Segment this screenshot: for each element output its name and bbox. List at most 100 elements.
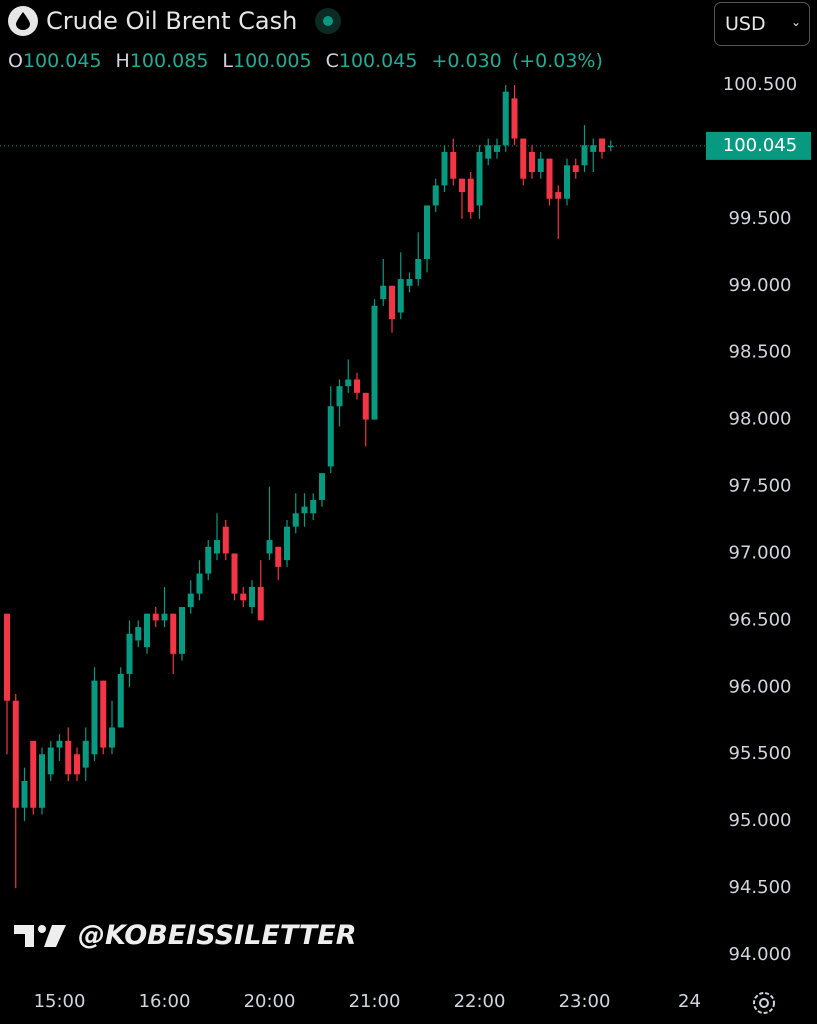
ohlc-value: 100.045 — [22, 50, 102, 72]
ohlc-label: L — [222, 50, 234, 72]
candle-body — [144, 613, 150, 648]
ohlc-value: 100.045 — [338, 50, 418, 72]
candle-body — [564, 165, 570, 199]
candle-body — [56, 740, 63, 748]
currency-label: USD — [725, 13, 766, 35]
currency-select[interactable]: USD ⌄ — [714, 2, 810, 46]
candle-body — [170, 613, 177, 654]
ohlc-label: O — [8, 50, 23, 72]
watermark-text: @KOBEISSILETTER — [78, 920, 357, 951]
candle-body — [179, 607, 185, 654]
candle-body — [30, 740, 37, 808]
last-price-tag — [706, 131, 811, 160]
candle-body — [450, 151, 457, 179]
y-tick-label: 94.500 — [729, 877, 792, 898]
candle-body — [117, 673, 124, 728]
candle-body — [459, 178, 465, 193]
drop-icon — [16, 12, 30, 30]
symbol-icon — [8, 6, 38, 36]
ohlc-open: O100.045 — [8, 50, 102, 72]
watermark: @KOBEISSILETTER — [14, 920, 357, 951]
candle-body — [231, 553, 238, 594]
candle-body — [214, 540, 220, 554]
candle-body — [257, 586, 264, 621]
candle-body — [389, 285, 395, 320]
x-tick-label: 16:00 — [139, 991, 191, 1012]
y-tick-label: 98.000 — [729, 409, 792, 430]
candle-body — [406, 279, 413, 286]
candle-body — [494, 145, 500, 152]
ohlc-close: C100.045 — [326, 50, 418, 72]
settings-button[interactable] — [753, 992, 775, 1014]
candle-body — [607, 145, 614, 148]
candle-body — [4, 613, 10, 701]
y-tick-label: 99.000 — [729, 275, 792, 296]
x-tick-label: 23:00 — [559, 991, 611, 1012]
candle-body — [135, 627, 142, 641]
candle-body — [555, 192, 562, 199]
candle-body — [12, 700, 19, 808]
caret: ⌄ — [790, 15, 801, 29]
ohlc-legend: O100.045 H100.085 L100.005 C100.045 +0.0… — [8, 50, 603, 72]
candle-body — [74, 754, 80, 775]
y-tick-label: 96.500 — [729, 609, 792, 630]
candle-body — [529, 151, 535, 172]
candle-body — [126, 633, 133, 674]
candle-body — [371, 305, 378, 420]
x-tick-label: 24 — [678, 991, 701, 1012]
candle-body — [380, 285, 387, 300]
y-tick-label: 96.000 — [729, 676, 792, 697]
x-tick-label: 20:00 — [244, 991, 296, 1012]
change-percent: (+0.03%) — [511, 50, 603, 72]
y-tick-label: 99.500 — [729, 208, 792, 229]
candle-body — [47, 747, 54, 775]
candle-body — [284, 526, 290, 561]
candle-body — [152, 613, 159, 621]
candle-body — [397, 279, 404, 313]
candle-body — [240, 593, 247, 601]
ohlc-value: 100.005 — [233, 50, 312, 72]
tv-logo — [14, 924, 66, 947]
candle-body — [222, 526, 229, 554]
candle-body — [476, 151, 483, 206]
candle-body — [590, 145, 597, 152]
candle-body — [354, 379, 360, 393]
ohlc-label: C — [325, 50, 339, 72]
candle-body — [520, 138, 527, 179]
candle-body — [467, 178, 474, 213]
y-tick-label: 98.500 — [729, 342, 792, 363]
symbol-title[interactable]: Crude Oil Brent Cash — [46, 7, 298, 35]
candle-body — [345, 379, 352, 387]
candle-body — [511, 98, 518, 139]
y-tick-label: 100.500 — [723, 74, 797, 95]
candle-body — [502, 91, 509, 146]
candle-body — [415, 258, 422, 280]
last-price-label: 100.045 — [723, 135, 797, 156]
candle-body — [362, 392, 369, 420]
candle-body — [336, 386, 343, 407]
candle-body — [82, 740, 89, 768]
candle-body — [91, 680, 98, 755]
candle-body — [546, 158, 553, 199]
gear-outer — [753, 992, 775, 1014]
candle-body — [572, 165, 579, 172]
x-tick-label: 21:00 — [349, 991, 401, 1012]
candle-body — [187, 593, 194, 608]
candle-body — [441, 151, 448, 186]
market-status[interactable] — [315, 8, 342, 34]
candle-body — [275, 546, 282, 567]
ohlc-label: H — [115, 50, 130, 72]
ohlc-low: L100.005 — [222, 50, 311, 72]
y-tick-label: 97.000 — [729, 542, 792, 563]
candle-body — [327, 406, 334, 467]
candle-body — [266, 540, 273, 554]
candle-body — [39, 754, 45, 808]
candle-body — [65, 740, 72, 775]
candle-body — [109, 727, 115, 748]
candle-body — [537, 158, 544, 172]
candle-body — [292, 513, 299, 527]
ohlc-value: 100.085 — [129, 50, 209, 72]
candle-body — [319, 473, 325, 500]
